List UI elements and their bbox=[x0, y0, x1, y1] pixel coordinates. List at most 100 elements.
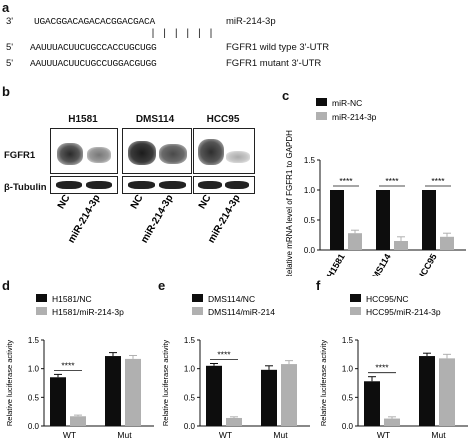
legend-swatch-control bbox=[36, 294, 47, 302]
bar bbox=[394, 241, 408, 250]
blot-row-label-fgfr1: FGFR1 bbox=[4, 150, 36, 161]
blot-lane-labels: NC miR-214-3p NC miR-214-3p NC miR-214-3… bbox=[56, 194, 243, 245]
y-tick-label: 0.5 bbox=[342, 393, 354, 402]
bar bbox=[70, 416, 86, 426]
legend-swatch-treatment bbox=[350, 307, 361, 315]
y-tick-label: 0.0 bbox=[184, 422, 196, 431]
panel-label-f: f bbox=[316, 278, 321, 293]
significance-label: **** bbox=[375, 363, 389, 373]
chart-c-mrna: miR-NC miR-214-3p 0.0 0.5 1.0 1.5 Relative mRN… bbox=[285, 98, 466, 276]
bar bbox=[364, 381, 380, 426]
bar bbox=[419, 356, 435, 426]
chart-e-luciferase-dms114: DMS114/NC DMS114/miR-214 0.0 0.5 1.0 1.5 Relat… bbox=[161, 294, 310, 440]
seq-fgfr1-mut: AAUUUACUUCUGCCUGGACGUGG bbox=[30, 58, 157, 69]
bar bbox=[261, 369, 277, 426]
legend-label: DMS114/NC bbox=[208, 294, 255, 304]
bar bbox=[50, 377, 66, 426]
significance-label: **** bbox=[217, 350, 231, 360]
blot-fgfr1-h1581 bbox=[50, 128, 118, 174]
y-tick-label: 1.5 bbox=[184, 336, 196, 345]
seq-prime-mir: 3' bbox=[6, 16, 14, 27]
legend-label: HCC95/NC bbox=[366, 294, 409, 304]
bar bbox=[226, 417, 242, 426]
x-category-label: Mut bbox=[273, 430, 288, 440]
panel-label-c: c bbox=[282, 88, 290, 103]
blot-title-h1581: H1581 bbox=[68, 114, 98, 125]
legend-swatch-control bbox=[316, 98, 327, 106]
x-category-label: Mut bbox=[117, 430, 132, 440]
legend-label: miR-214-3p bbox=[332, 112, 377, 122]
bar bbox=[105, 356, 121, 426]
x-category-label: WT bbox=[219, 430, 232, 440]
blot-title-hcc95: HCC95 bbox=[206, 114, 240, 125]
y-tick-label: 0.5 bbox=[304, 216, 316, 225]
legend-swatch-treatment bbox=[36, 307, 47, 315]
lane-label-mir: miR-214-3p bbox=[139, 194, 175, 245]
pairing-bars: | | | | | | bbox=[150, 29, 214, 40]
legend-swatch-treatment bbox=[316, 112, 327, 120]
bar bbox=[439, 358, 455, 426]
y-axis-label: Relative luciferase activity bbox=[161, 340, 170, 427]
significance-label: **** bbox=[339, 176, 353, 186]
blot-fgfr1-hcc95 bbox=[193, 128, 255, 174]
bar bbox=[384, 418, 400, 426]
legend-label: H1581/NC bbox=[52, 294, 92, 304]
x-category-label: WT bbox=[63, 430, 76, 440]
legend-swatch-control bbox=[350, 294, 361, 302]
legend-swatch-treatment bbox=[192, 307, 203, 315]
bar bbox=[348, 233, 362, 250]
lane-label-nc: NC bbox=[197, 194, 214, 211]
bar bbox=[125, 358, 141, 426]
blot-title-dms114: DMS114 bbox=[135, 114, 175, 125]
seq-prime-wt: 5' bbox=[6, 42, 14, 53]
seq-name-mut: FGFR1 mutant 3'-UTR bbox=[226, 58, 322, 69]
y-tick-label: 1.5 bbox=[304, 156, 316, 165]
x-category-label: H1581 bbox=[325, 252, 347, 276]
y-axis-label: Relative luciferase activity bbox=[5, 340, 14, 427]
seq-fgfr1-wt: AAUUUACUUCUGCCACCUGCUGG bbox=[30, 42, 157, 53]
seq-name-mir: miR-214-3p bbox=[226, 16, 276, 27]
y-axis-label: Relative mRNA level of FGFR1 to GAPDH bbox=[285, 130, 294, 276]
blot-fgfr1-dms114 bbox=[122, 128, 192, 174]
y-tick-label: 0.0 bbox=[342, 422, 354, 431]
lane-label-mir: miR-214-3p bbox=[66, 194, 102, 245]
lane-label-nc: NC bbox=[129, 194, 146, 211]
y-tick-label: 0.0 bbox=[28, 422, 40, 431]
blot-tubulin-h1581 bbox=[50, 176, 118, 194]
panel-label-d: d bbox=[2, 278, 10, 293]
significance-label: **** bbox=[61, 360, 75, 370]
legend-label: miR-NC bbox=[332, 98, 362, 108]
seq-prime-mut: 5' bbox=[6, 58, 14, 69]
legend-label: DMS114/miR-214 bbox=[208, 307, 275, 317]
x-category-label: Mut bbox=[431, 430, 446, 440]
blot-tubulin-dms114 bbox=[122, 176, 192, 194]
panel-label-a: a bbox=[2, 0, 10, 15]
y-tick-label: 1.5 bbox=[28, 336, 40, 345]
blot-row-label-tubulin: β-Tubulin bbox=[4, 182, 47, 193]
seq-mir-214: UGACGGACAGACACGGACGACA bbox=[34, 16, 156, 27]
chart-f-luciferase-hcc95: HCC95/NC HCC95/miR-214-3p 0.0 0.5 1.0 1.5 Rela… bbox=[319, 294, 468, 440]
bar bbox=[281, 364, 297, 426]
seq-name-wt: FGFR1 wild type 3'-UTR bbox=[226, 42, 330, 53]
y-tick-label: 1.0 bbox=[28, 365, 40, 374]
y-tick-label: 0.5 bbox=[28, 393, 40, 402]
y-tick-label: 1.0 bbox=[342, 365, 354, 374]
y-tick-label: 1.0 bbox=[304, 186, 316, 195]
legend-swatch-control bbox=[192, 294, 203, 302]
panel-label-e: e bbox=[158, 278, 166, 293]
y-tick-label: 1.0 bbox=[184, 365, 196, 374]
blot-tubulin-hcc95 bbox=[193, 176, 255, 194]
bar bbox=[206, 365, 222, 426]
y-tick-label: 0.0 bbox=[304, 246, 316, 255]
panel-label-b: b bbox=[2, 84, 10, 99]
bar bbox=[330, 190, 344, 250]
y-axis-label: Relative luciferase activity bbox=[319, 340, 328, 427]
bar bbox=[440, 236, 454, 250]
legend-label: HCC95/miR-214-3p bbox=[366, 307, 441, 317]
significance-label: **** bbox=[431, 176, 445, 186]
y-tick-label: 0.5 bbox=[184, 393, 196, 402]
bar bbox=[422, 190, 436, 250]
lane-label-nc: NC bbox=[56, 194, 73, 211]
y-tick-label: 1.5 bbox=[342, 336, 354, 345]
bar bbox=[376, 190, 390, 250]
